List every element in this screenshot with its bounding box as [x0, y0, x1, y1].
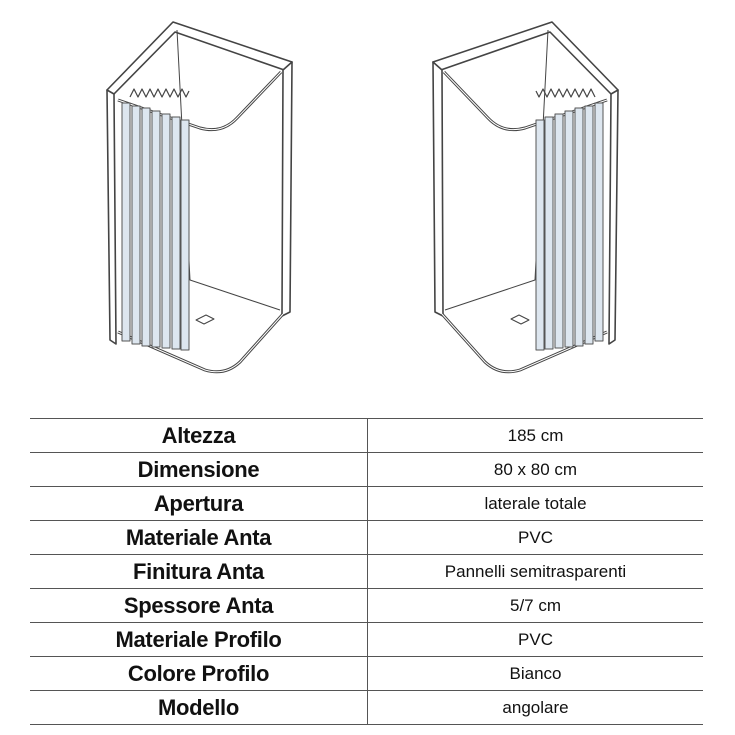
- spec-value: 80 x 80 cm: [367, 452, 703, 487]
- spec-label: Altezza: [30, 418, 368, 453]
- spec-row: Altezza 185 cm: [30, 418, 703, 453]
- spec-row: Spessore Anta 5/7 cm: [30, 588, 703, 623]
- spec-row: Apertura laterale totale: [30, 486, 703, 521]
- spec-table: Altezza 185 cm Dimensione 80 x 80 cm Apertur…: [30, 418, 703, 725]
- spec-value: PVC: [367, 520, 703, 555]
- spec-row: Colore Profilo Bianco: [30, 656, 703, 691]
- product-illustrations: [105, 20, 620, 374]
- spec-table-body: Altezza 185 cm Dimensione 80 x 80 cm Apertur…: [30, 418, 703, 725]
- spec-value: Pannelli semitrasparenti: [367, 554, 703, 589]
- spec-row: Modello angolare: [30, 690, 703, 725]
- spec-label: Colore Profilo: [30, 656, 368, 691]
- spec-value: Bianco: [367, 656, 703, 691]
- spec-label: Dimensione: [30, 452, 368, 487]
- spec-row: Finitura Anta Pannelli semitrasparenti: [30, 554, 703, 589]
- spec-value: 5/7 cm: [367, 588, 703, 623]
- spec-value: angolare: [367, 690, 703, 725]
- spec-row: Materiale Anta PVC: [30, 520, 703, 555]
- shower-enclosure-left-opening: [105, 20, 294, 374]
- spec-label: Materiale Profilo: [30, 622, 368, 657]
- spec-row: Materiale Profilo PVC: [30, 622, 703, 657]
- spec-label: Spessore Anta: [30, 588, 368, 623]
- spec-label: Apertura: [30, 486, 368, 521]
- spec-value: PVC: [367, 622, 703, 657]
- shower-enclosure-right-opening: [431, 20, 620, 374]
- spec-label: Materiale Anta: [30, 520, 368, 555]
- spec-value: laterale totale: [367, 486, 703, 521]
- spec-label: Modello: [30, 690, 368, 725]
- spec-label: Finitura Anta: [30, 554, 368, 589]
- spec-row: Dimensione 80 x 80 cm: [30, 452, 703, 487]
- spec-value: 185 cm: [367, 418, 703, 453]
